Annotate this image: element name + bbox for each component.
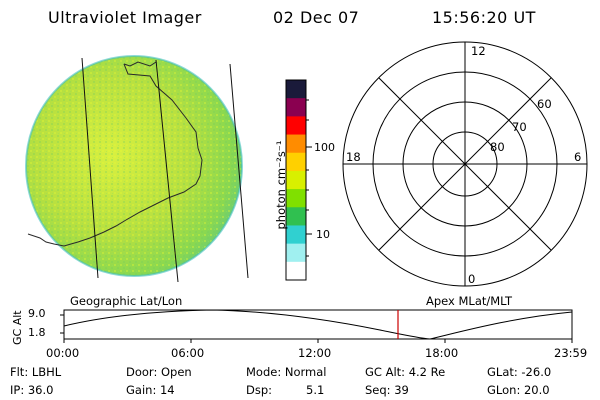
colorbar-tick-100: 100 — [314, 141, 335, 154]
altitude-ytick-high: 9.0 — [28, 307, 46, 320]
polar-diagonal — [378, 77, 552, 251]
altitude-xtick: 18:00 — [425, 346, 459, 360]
info-dsp-label: Dsp: — [246, 383, 273, 397]
colorbar-segment — [286, 243, 306, 263]
colorbar-segment — [286, 80, 306, 99]
altitude-ylabel: GC Alt — [11, 310, 24, 345]
coastline-north — [123, 61, 157, 67]
info-gain: Gain: 14 — [126, 383, 175, 397]
info-ip: IP: 36.0 — [10, 383, 54, 397]
lon-line — [229, 63, 249, 279]
info-glat: GLat: -26.0 — [487, 365, 552, 379]
colorbar-segment — [286, 170, 306, 190]
coastline — [27, 63, 203, 247]
info-door: Door: Open — [126, 365, 192, 379]
altitude-xtick: 00:00 — [46, 346, 80, 360]
colorbar-segment — [286, 152, 306, 172]
info-mode: Mode: Normal — [246, 365, 327, 379]
mlt-label-12: 12 — [471, 44, 486, 58]
altitude-xtick: 12:00 — [298, 346, 332, 360]
colorbar-segment — [286, 134, 306, 154]
uv-image-disk — [25, 55, 243, 277]
date-label: 02 Dec 07 — [273, 8, 360, 27]
mlt-label-18: 18 — [346, 150, 361, 164]
colorbar-segment — [286, 225, 306, 245]
info-flt: Flt: LBHL — [10, 365, 62, 379]
instrument-title: Ultraviolet Imager — [48, 8, 202, 27]
mlat-label-70: 70 — [512, 120, 527, 134]
info-gc-alt: GC Alt: 4.2 Re — [365, 365, 446, 379]
colorbar-segment — [286, 116, 306, 136]
polar-panel-label: Apex MLat/MLT — [426, 294, 513, 308]
time-label: 15:56:20 UT — [432, 8, 536, 27]
colorbar-segment — [286, 98, 306, 117]
colorbar-tick-10: 10 — [316, 228, 330, 241]
info-dsp-value: 5.1 — [306, 383, 325, 397]
info-seq: Seq: 39 — [365, 383, 409, 397]
geo-panel-label: Geographic Lat/Lon — [70, 294, 183, 308]
mlat-label-60: 60 — [537, 97, 552, 111]
mlt-label-0: 0 — [468, 272, 476, 286]
colorbar-segment — [286, 189, 306, 208]
lon-line — [155, 59, 179, 283]
colorbar-segment — [286, 261, 306, 281]
altitude-ytick-low: 1.8 — [28, 326, 46, 339]
altitude-xtick: 06:00 — [171, 346, 205, 360]
mlt-label-6: 6 — [574, 150, 582, 164]
mlat-label-80: 80 — [490, 140, 505, 154]
altitude-curve — [63, 309, 573, 340]
colorbar-segment — [286, 207, 306, 226]
lon-line — [81, 57, 99, 279]
altitude-xtick: 23:59 — [554, 346, 588, 360]
info-glon: GLon: 20.0 — [487, 383, 550, 397]
